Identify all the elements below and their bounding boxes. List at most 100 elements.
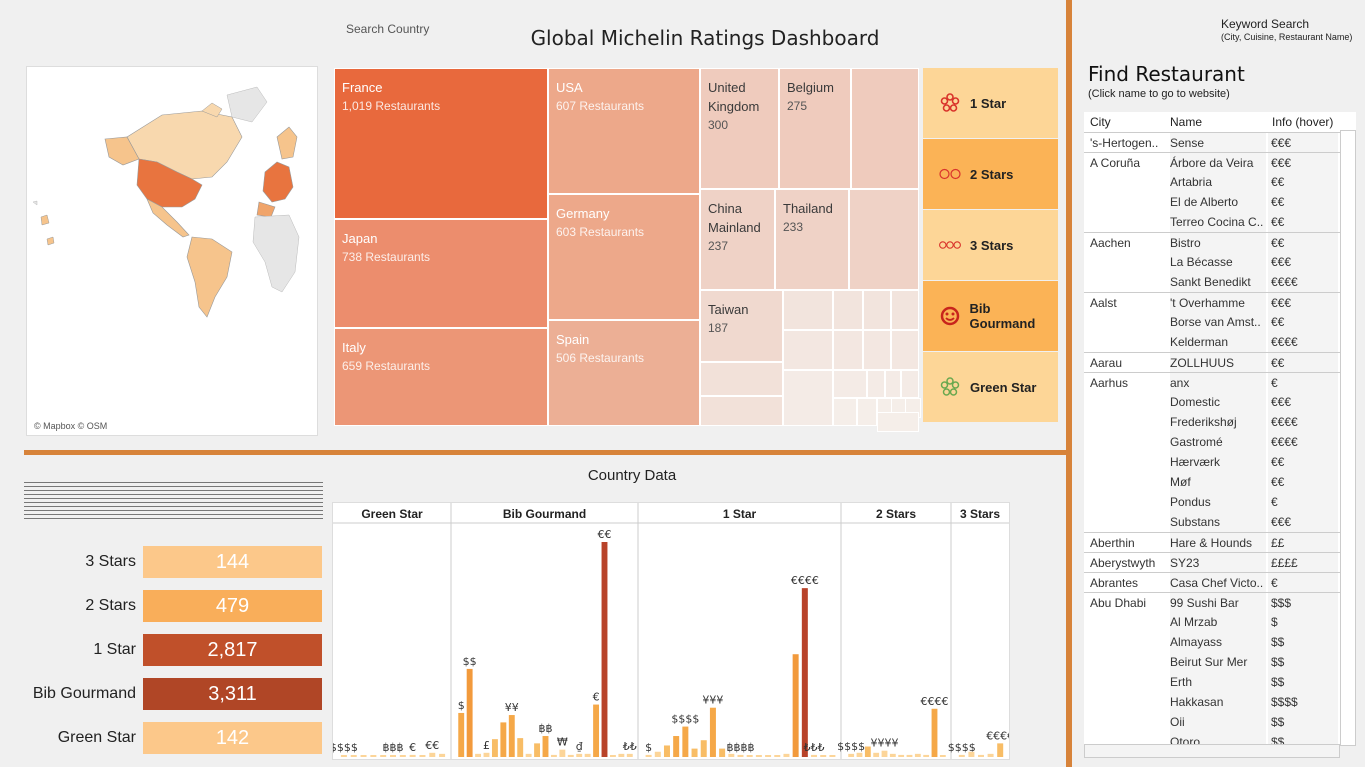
restaurant-name-link[interactable]: Al Mrzab (1170, 612, 1266, 632)
column-header-info[interactable]: Info (hover) (1272, 115, 1334, 129)
tile-small[interactable] (877, 412, 919, 432)
table-row[interactable]: A Coruña Árbore da Veira €€€ (1084, 152, 1356, 173)
table-row[interactable]: Hakkasan $$$$ (1084, 692, 1356, 712)
table-row[interactable]: Oii $$ (1084, 712, 1356, 732)
info-cell[interactable]: $$ (1268, 632, 1338, 652)
tile-united-kingdom[interactable]: United Kingdom 300 (700, 68, 779, 189)
tile-small[interactable] (833, 330, 863, 370)
tile-small[interactable] (863, 330, 891, 370)
info-cell[interactable]: € (1268, 373, 1338, 393)
restaurant-name-link[interactable]: Substans (1170, 512, 1266, 532)
table-row[interactable]: Pondus € (1084, 492, 1356, 512)
table-row[interactable]: Artabria €€ (1084, 172, 1356, 192)
country-treemap[interactable]: France 1,019 Restaurants USA 607 Restaur… (334, 68, 921, 432)
table-row[interactable]: Otoro $$ (1084, 732, 1356, 746)
info-cell[interactable]: $ (1268, 612, 1338, 632)
restaurant-name-link[interactable]: Terreo Cocina C.. (1170, 212, 1266, 232)
horizontal-scrollbar[interactable] (1084, 744, 1340, 758)
restaurant-name-link[interactable]: Hare & Hounds (1170, 533, 1266, 553)
table-row[interactable]: Erth $$ (1084, 672, 1356, 692)
kpi-value-3-stars[interactable]: 144 (143, 546, 322, 578)
kpi-value-green-star[interactable]: 142 (143, 722, 322, 754)
tile-germany[interactable]: Germany 603 Restaurants (548, 194, 700, 320)
restaurant-name-link[interactable]: Otoro (1170, 732, 1266, 746)
restaurant-name-link[interactable]: Pondus (1170, 492, 1266, 512)
tile-small[interactable] (700, 362, 783, 396)
tile-small[interactable] (833, 290, 863, 330)
table-row[interactable]: Al Mrzab $ (1084, 612, 1356, 632)
table-row[interactable]: Substans €€€ (1084, 512, 1356, 532)
tile-small[interactable] (867, 370, 885, 398)
tile-small[interactable] (885, 370, 901, 398)
table-row[interactable]: Beirut Sur Mer $$ (1084, 652, 1356, 672)
table-row[interactable]: Aachen Bistro €€ (1084, 232, 1356, 253)
info-cell[interactable]: €€€€ (1268, 412, 1338, 432)
info-cell[interactable]: €€€ (1268, 512, 1338, 532)
tile-taiwan[interactable]: Taiwan 187 (700, 290, 783, 362)
info-cell[interactable]: $$$ (1268, 593, 1338, 613)
info-cell[interactable]: ££ (1268, 533, 1338, 553)
tile-spain[interactable]: Spain 506 Restaurants (548, 320, 700, 426)
table-row[interactable]: 's-Hertogen.. Sense €€€ (1084, 132, 1356, 153)
country-data-chart[interactable]: Green Star $$$$ ฿฿฿ € €€ Bib Gourmand $ $$ £ ¥¥ ฿฿… (330, 502, 1014, 760)
column-header-name[interactable]: Name (1170, 115, 1203, 129)
kpi-value-bib-gourmand[interactable]: 3,311 (143, 678, 322, 710)
table-row[interactable]: Aarau ZOLLHUUS €€ (1084, 352, 1356, 373)
info-cell[interactable]: $$ (1268, 672, 1338, 692)
tile-small[interactable] (863, 290, 891, 330)
tile-small[interactable] (700, 396, 783, 426)
info-cell[interactable]: € (1268, 492, 1338, 512)
tile-japan[interactable]: Japan 738 Restaurants (334, 219, 548, 328)
tile-small[interactable] (783, 330, 833, 370)
info-cell[interactable]: $$ (1268, 652, 1338, 672)
search-country-label[interactable]: Search Country (346, 22, 430, 36)
restaurant-name-link[interactable]: Gastromé (1170, 432, 1266, 452)
vertical-scrollbar[interactable] (1340, 130, 1356, 746)
table-row[interactable]: Abu Dhabi 99 Sushi Bar $$$ (1084, 592, 1356, 613)
tile-small[interactable] (857, 398, 877, 426)
tile-unlabeled[interactable] (849, 189, 919, 290)
tile-thailand[interactable]: Thailand 233 (775, 189, 849, 290)
restaurant-name-link[interactable]: Artabria (1170, 172, 1266, 192)
table-row[interactable]: Hærværk €€ (1084, 452, 1356, 472)
restaurant-name-link[interactable]: Domestic (1170, 392, 1266, 412)
table-row[interactable]: Gastromé €€€€ (1084, 432, 1356, 452)
restaurant-name-link[interactable]: Casa Chef Victo.. (1170, 573, 1266, 593)
column-header-city[interactable]: City (1090, 115, 1111, 129)
award-green-star[interactable]: Green Star (923, 352, 1058, 422)
restaurant-name-link[interactable]: ZOLLHUUS (1170, 353, 1266, 373)
info-cell[interactable]: ££££ (1268, 553, 1338, 573)
award-bib-gourmand[interactable]: Bib Gourmand (923, 281, 1058, 351)
table-row[interactable]: El de Alberto €€ (1084, 192, 1356, 212)
info-cell[interactable]: €€€ (1268, 392, 1338, 412)
tile-small[interactable] (833, 370, 867, 398)
restaurant-name-link[interactable]: 't Overhamme (1170, 293, 1266, 313)
tile-small[interactable] (783, 290, 833, 330)
tile-usa[interactable]: USA 607 Restaurants (548, 68, 700, 194)
tile-china-mainland[interactable]: China Mainland 237 (700, 189, 775, 290)
restaurant-name-link[interactable]: Almayass (1170, 632, 1266, 652)
restaurant-name-link[interactable]: SY23 (1170, 553, 1266, 573)
world-map[interactable]: © Mapbox © OSM (26, 66, 318, 436)
tile-belgium[interactable]: Belgium 275 (779, 68, 851, 189)
info-cell[interactable]: €€€ (1268, 252, 1338, 272)
table-row[interactable]: Borse van Amst.. €€ (1084, 312, 1356, 332)
award-1-star[interactable]: 1 Star (923, 68, 1058, 138)
restaurant-name-link[interactable]: Oii (1170, 712, 1266, 732)
info-cell[interactable]: €€ (1268, 233, 1338, 253)
table-row[interactable]: Sankt Benedikt €€€€ (1084, 272, 1356, 292)
restaurant-table[interactable]: City Name Info (hover) 's-Hertogen.. Sens… (1084, 112, 1356, 746)
table-row[interactable]: Almayass $$ (1084, 632, 1356, 652)
info-cell[interactable]: $$ (1268, 732, 1338, 746)
tile-small[interactable] (891, 290, 919, 330)
tile-unlabeled[interactable] (851, 68, 919, 189)
table-row[interactable]: Frederikshøj €€€€ (1084, 412, 1356, 432)
restaurant-name-link[interactable]: anx (1170, 373, 1266, 393)
table-row[interactable]: Domestic €€€ (1084, 392, 1356, 412)
info-cell[interactable]: $$$$ (1268, 692, 1338, 712)
tile-italy[interactable]: Italy 659 Restaurants (334, 328, 548, 426)
tile-small[interactable] (833, 398, 857, 426)
keyword-search-label[interactable]: Keyword Search (1221, 17, 1310, 31)
award-filter[interactable]: 1 Star 2 Stars 3 Stars Bib Gourmand Gree… (923, 68, 1058, 426)
restaurant-name-link[interactable]: Hakkasan (1170, 692, 1266, 712)
